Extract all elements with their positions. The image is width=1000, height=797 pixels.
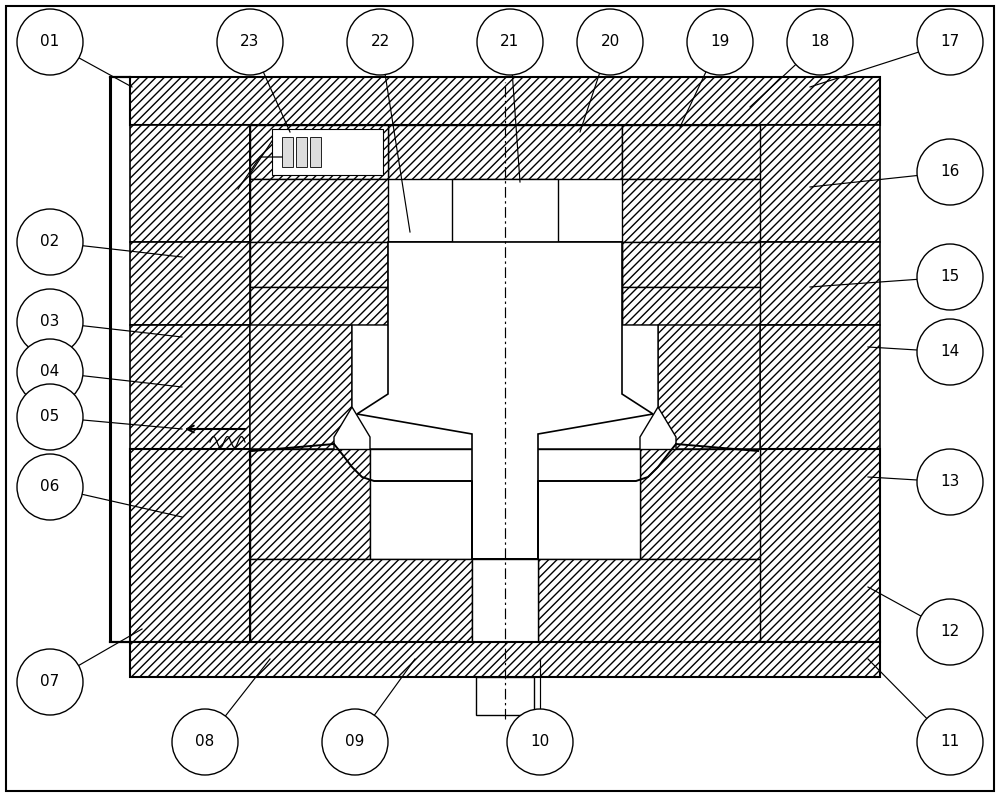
Text: 18: 18 <box>810 34 830 49</box>
Polygon shape <box>476 677 534 715</box>
Polygon shape <box>282 137 293 167</box>
Polygon shape <box>130 325 250 449</box>
Polygon shape <box>538 559 760 642</box>
Polygon shape <box>622 125 760 179</box>
Text: 05: 05 <box>40 410 60 425</box>
Polygon shape <box>622 242 760 287</box>
Polygon shape <box>130 642 880 677</box>
Circle shape <box>917 709 983 775</box>
Polygon shape <box>250 559 472 642</box>
Polygon shape <box>357 242 653 559</box>
Circle shape <box>917 599 983 665</box>
Text: 02: 02 <box>40 234 60 249</box>
Text: 10: 10 <box>530 735 550 749</box>
Polygon shape <box>250 179 388 242</box>
Polygon shape <box>370 449 640 559</box>
Polygon shape <box>130 77 880 125</box>
Polygon shape <box>130 449 250 642</box>
Text: 01: 01 <box>40 34 60 49</box>
Circle shape <box>17 649 83 715</box>
Text: 15: 15 <box>940 269 960 285</box>
Circle shape <box>17 209 83 275</box>
Circle shape <box>347 9 413 75</box>
Text: 04: 04 <box>40 364 60 379</box>
Circle shape <box>917 319 983 385</box>
Polygon shape <box>622 287 760 325</box>
Polygon shape <box>760 449 880 642</box>
Polygon shape <box>130 242 250 325</box>
Text: 14: 14 <box>940 344 960 359</box>
Circle shape <box>217 9 283 75</box>
Circle shape <box>17 9 83 75</box>
Polygon shape <box>250 125 760 242</box>
Text: 12: 12 <box>940 625 960 639</box>
Text: 07: 07 <box>40 674 60 689</box>
Text: 08: 08 <box>195 735 215 749</box>
Circle shape <box>917 244 983 310</box>
Polygon shape <box>760 242 880 325</box>
Polygon shape <box>250 449 370 559</box>
Text: 16: 16 <box>940 164 960 179</box>
Polygon shape <box>388 242 622 325</box>
Text: 09: 09 <box>345 735 365 749</box>
Circle shape <box>917 9 983 75</box>
Text: 19: 19 <box>710 34 730 49</box>
Polygon shape <box>472 559 538 642</box>
Polygon shape <box>250 325 352 449</box>
Polygon shape <box>658 325 760 449</box>
Circle shape <box>172 709 238 775</box>
Text: 13: 13 <box>940 474 960 489</box>
Text: 11: 11 <box>940 735 960 749</box>
Polygon shape <box>272 129 383 175</box>
Polygon shape <box>452 179 558 242</box>
Polygon shape <box>760 325 880 449</box>
Circle shape <box>477 9 543 75</box>
Circle shape <box>322 709 388 775</box>
Text: 23: 23 <box>240 34 260 49</box>
Polygon shape <box>250 287 388 325</box>
Circle shape <box>17 454 83 520</box>
Circle shape <box>17 384 83 450</box>
Text: 22: 22 <box>370 34 390 49</box>
Circle shape <box>787 9 853 75</box>
Polygon shape <box>310 137 321 167</box>
Circle shape <box>917 139 983 205</box>
Text: 21: 21 <box>500 34 520 49</box>
Polygon shape <box>760 125 880 242</box>
Circle shape <box>17 339 83 405</box>
Circle shape <box>917 449 983 515</box>
Circle shape <box>507 709 573 775</box>
Text: 06: 06 <box>40 480 60 494</box>
Polygon shape <box>352 325 658 449</box>
Polygon shape <box>388 125 622 179</box>
Polygon shape <box>130 125 250 242</box>
Text: 20: 20 <box>600 34 620 49</box>
Polygon shape <box>250 125 388 179</box>
Circle shape <box>17 289 83 355</box>
Polygon shape <box>250 242 388 287</box>
Circle shape <box>687 9 753 75</box>
Polygon shape <box>640 449 760 559</box>
Polygon shape <box>622 179 760 242</box>
Polygon shape <box>296 137 307 167</box>
Text: 17: 17 <box>940 34 960 49</box>
Text: 03: 03 <box>40 315 60 329</box>
Circle shape <box>577 9 643 75</box>
